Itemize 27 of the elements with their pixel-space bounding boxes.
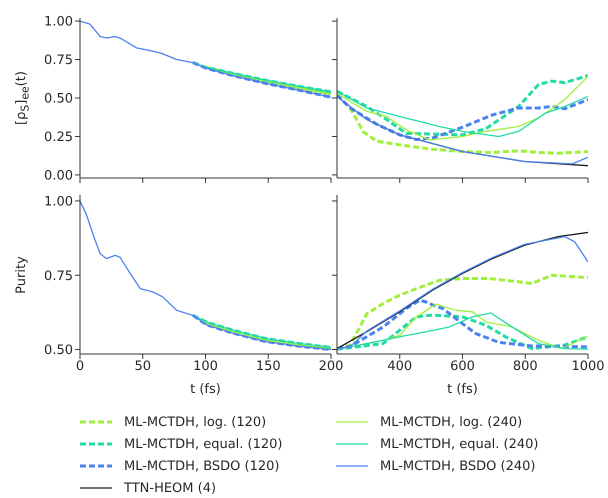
x-tick-label: 0: [76, 359, 84, 374]
y-tick-label: 0.00: [44, 168, 73, 184]
legend-label: ML-MCTDH, equal. (240): [380, 436, 538, 452]
x-tick-label: 150: [256, 359, 281, 374]
x-tick-label: 50: [134, 359, 152, 374]
legend-label: ML-MCTDH, BSDO (120): [124, 458, 280, 474]
y-tick-label: 0.50: [44, 343, 73, 358]
x-tick-label: 200: [318, 359, 344, 374]
legend-label: ML-MCTDH, BSDO (240): [380, 458, 536, 474]
y-tick-label: 0.25: [44, 130, 73, 146]
x-tick-label: 1000: [571, 359, 605, 374]
legend-label: ML-MCTDH, equal. (120): [124, 436, 282, 452]
y-tick-label: 1.00: [44, 194, 73, 210]
x-tick-label: 800: [512, 359, 538, 374]
y-axis-title: Purity: [13, 254, 30, 296]
legend-label: ML-MCTDH, log. (240): [380, 414, 522, 430]
y-tick-label: 0.50: [44, 92, 73, 107]
legend-label: ML-MCTDH, log. (120): [124, 414, 266, 430]
y-tick-label: 1.00: [44, 14, 73, 30]
y-tick-label: 0.75: [44, 53, 73, 68]
x-tick-label: 100: [193, 359, 218, 374]
x-tick-label: 400: [387, 359, 412, 374]
x-axis-title: t (fs): [446, 382, 479, 397]
legend-label: TTN-HEOM (4): [124, 480, 216, 496]
y-tick-label: 0.75: [44, 268, 73, 284]
x-axis-title: t (fs): [189, 382, 222, 397]
x-tick-label: 600: [450, 359, 475, 374]
